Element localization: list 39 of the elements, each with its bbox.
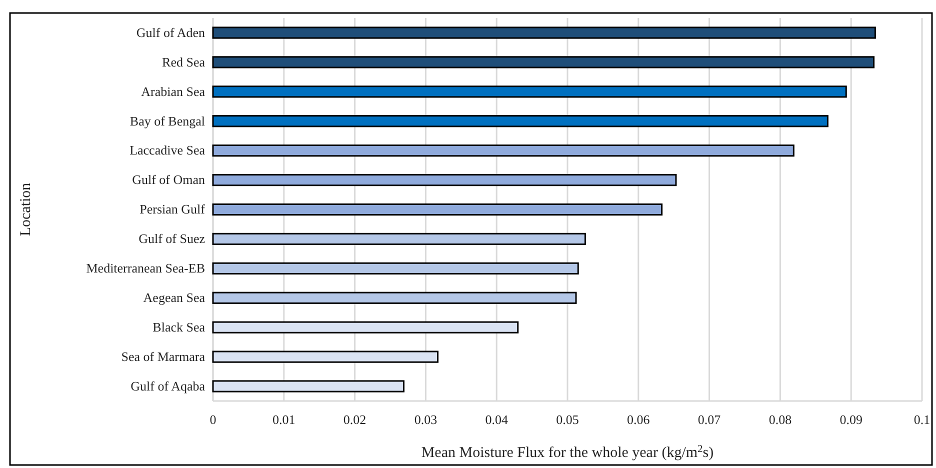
bar (212, 86, 847, 98)
y-tick-label: Gulf of Aqaba (130, 378, 206, 394)
x-tick-label: 0.04 (485, 412, 508, 428)
bar (212, 292, 577, 304)
y-tick-label: Gulf of Suez (138, 231, 206, 246)
y-tick-label: Mediterranean Sea-EB (86, 260, 206, 276)
bar (212, 56, 875, 68)
bar (212, 26, 876, 39)
x-tick-label: 0.01 (272, 412, 296, 428)
bar (212, 174, 677, 186)
y-tick-label: Black Sea (152, 320, 206, 335)
x-tick-label: 0.08 (768, 412, 792, 428)
bar (212, 380, 404, 392)
x-tick-label: 0.09 (840, 412, 862, 428)
x-tick-label: 0.02 (343, 412, 366, 428)
y-tick-label: Gulf of Oman (132, 172, 206, 188)
bar (212, 350, 439, 363)
x-tick-label: 0.07 (698, 412, 722, 428)
bar (212, 262, 579, 274)
y-tick-label: Persian Gulf (140, 202, 206, 217)
x-tick-label: 0.05 (556, 412, 579, 428)
bar (212, 144, 794, 157)
x-tick-label: 0.1 (914, 412, 930, 428)
x-tick-label: 0.06 (627, 412, 650, 428)
bar (212, 321, 519, 334)
x-tick-label: 0.03 (414, 412, 438, 428)
y-tick-label: Laccadive Sea (130, 142, 206, 158)
x-axis-title: Mean Moisture Flux for the whole year (kg/m$^{2}$s) (421, 444, 714, 461)
y-tick-label: Red Sea (162, 54, 206, 70)
y-tick-label: Aegean Sea (143, 290, 206, 306)
bar (212, 115, 828, 128)
y-tick-label: Bay of Bengal (130, 113, 206, 128)
y-tick-label: Arabian Sea (141, 84, 206, 99)
y-tick-label: Gulf of Aden (136, 24, 206, 40)
x-tick-label: 0 (210, 412, 216, 428)
y-tick-label: Sea of Marmara (121, 348, 206, 364)
bar (212, 232, 586, 246)
bar (212, 203, 663, 216)
y-axis-title: Location (18, 182, 34, 236)
